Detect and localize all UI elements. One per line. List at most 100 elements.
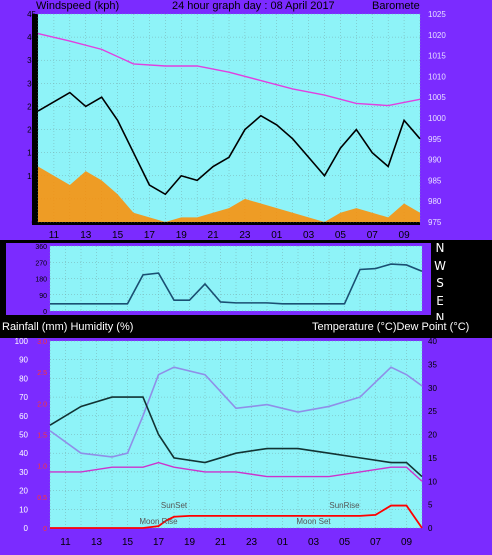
windspeed-axis-title: Windspeed (kph): [36, 0, 120, 12]
dir-y-tick-label: 90: [39, 293, 47, 300]
temp-x-tick-label: 07: [370, 537, 382, 548]
temp-y-tick-label: 10: [428, 477, 437, 486]
header-bar: Windspeed (kph) 24 hour graph day : 08 A…: [0, 0, 492, 14]
wind-x-tick-label: 09: [399, 230, 411, 241]
astro-annotation: SunSet: [161, 501, 188, 510]
humidity-y-tick-label: 80: [19, 374, 28, 383]
baro-y-tick-label: 1020: [428, 31, 446, 40]
temp-x-tick-label: 17: [153, 537, 165, 548]
temp-y-tick-label: 15: [428, 454, 437, 463]
dir-y-tick-label: 360: [35, 244, 47, 251]
rain-y-tick-label: 3.0: [37, 339, 47, 346]
dir-y-tick-label: 270: [35, 260, 47, 267]
baro-y-tick-label: 990: [428, 156, 442, 165]
wind-x-tick-label: 17: [144, 230, 156, 241]
wind-y-tick-label: 30: [27, 79, 36, 88]
humidity-y-tick-label: 40: [19, 449, 28, 458]
temp-y-tick-label: 0: [428, 524, 433, 533]
humidity-y-tick-label: 90: [19, 356, 28, 365]
wind-y-tick-label: 35: [27, 56, 36, 65]
temp-x-tick-label: 09: [401, 537, 413, 548]
temp-x-tick-label: 21: [215, 537, 227, 548]
humidity-y-tick-label: 30: [19, 468, 28, 477]
top-left-frame: [0, 0, 32, 240]
wind-y-tick-label: 20: [27, 126, 36, 135]
wind-x-tick-label: 01: [271, 230, 283, 241]
temp-x-tick-label: 13: [91, 537, 103, 548]
wind-y-tick-label: 10: [27, 172, 36, 181]
temp-x-tick-label: 11: [60, 537, 71, 548]
temp-x-tick-label: 23: [246, 537, 258, 548]
temp-x-tick-label: 05: [339, 537, 351, 548]
temp-y-tick-label: 35: [428, 360, 437, 369]
rain-y-tick-label: 2.5: [37, 370, 47, 377]
temp-x-tick-label: 01: [277, 537, 289, 548]
wind-x-tick-label: 11: [49, 230, 60, 241]
direction-series-line: [50, 263, 423, 305]
wind-y-tick-label: 0: [32, 218, 37, 227]
temperature-series-line: [49, 396, 423, 478]
humidity-y-tick-label: 70: [19, 393, 28, 402]
rainfall-series-line: [50, 504, 423, 529]
humidity-series-line: [49, 366, 423, 458]
humidity-y-tick-label: 100: [15, 337, 29, 346]
temp-y-tick-label: 5: [428, 501, 433, 510]
temp-dew-axis-title: Temperature (°C)Dew Point (°C): [312, 321, 470, 333]
temp-x-tick-label: 15: [122, 537, 134, 548]
dir-y-tick-label: 0: [43, 309, 47, 316]
wind-y-tick-label: 45: [27, 10, 36, 19]
astro-annotation: Moon Rise: [139, 517, 178, 526]
wind-x-tick-label: 23: [239, 230, 251, 241]
gust-series-area: [38, 166, 420, 222]
temp-y-tick-label: 25: [428, 407, 437, 416]
dir-label-n1: N: [435, 241, 445, 255]
dir-label-s: S: [436, 276, 444, 290]
temp-y-tick-label: 20: [428, 431, 437, 440]
baro-y-tick-label: 1010: [428, 72, 446, 81]
rain-humidity-axis-title: Rainfall (mm) Humidity (%): [2, 321, 134, 333]
temp-x-tick-label: 19: [184, 537, 196, 548]
dewpoint-series-line: [50, 461, 423, 482]
wind-x-tick-label: 05: [335, 230, 347, 241]
baro-y-tick-label: 1000: [428, 114, 446, 123]
rain-y-tick-label: 1.0: [37, 464, 47, 471]
top-bottom-frame: [0, 225, 492, 240]
humidity-y-tick-label: 60: [19, 412, 28, 421]
wind-x-tick-label: 03: [303, 230, 315, 241]
dir-label-w: W: [434, 258, 446, 273]
middle-label-bar: Rainfall (mm) Humidity (%) Temperature (…: [0, 320, 492, 336]
baro-y-tick-label: 1015: [428, 52, 446, 61]
rain-y-tick-label: 0.5: [37, 495, 47, 502]
wind-x-tick-label: 15: [112, 230, 124, 241]
temp-y-tick-label: 40: [428, 337, 437, 346]
temp-x-tick-label: 03: [308, 537, 320, 548]
astro-annotation: Moon Set: [296, 517, 331, 526]
rain-y-tick-label: 0: [43, 526, 47, 533]
wind-y-tick-label: 5: [32, 195, 37, 204]
dir-y-tick-label: 180: [35, 277, 47, 284]
dir-label-e: E: [436, 293, 444, 308]
wind-x-tick-label: 07: [367, 230, 379, 241]
wind-y-tick-label: 15: [27, 149, 36, 158]
rain-y-tick-label: 2.0: [37, 401, 47, 408]
rain-y-tick-label: 1.5: [37, 433, 47, 440]
wind-series-line: [37, 91, 421, 196]
baro-y-tick-label: 985: [428, 176, 442, 185]
direction-labels: N W S E N: [433, 240, 447, 328]
dir-label-n2: N: [435, 311, 445, 325]
humidity-y-tick-label: 50: [19, 431, 28, 440]
top-right-frame: [420, 0, 492, 240]
baro-y-tick-label: 980: [428, 197, 442, 206]
wind-x-tick-label: 19: [176, 230, 188, 241]
chart-title: 24 hour graph day : 08 April 2017: [172, 0, 335, 12]
humidity-y-tick-label: 10: [19, 505, 28, 514]
baro-y-tick-label: 975: [428, 218, 442, 227]
humidity-y-tick-label: 20: [19, 487, 28, 496]
astro-annotation: SunRise: [329, 501, 360, 510]
wind-x-tick-label: 13: [80, 230, 92, 241]
humidity-y-tick-label: 0: [24, 524, 29, 533]
wind-x-tick-label: 21: [208, 230, 220, 241]
barometer-series-line: [37, 32, 421, 107]
wind-y-tick-label: 40: [27, 33, 36, 42]
